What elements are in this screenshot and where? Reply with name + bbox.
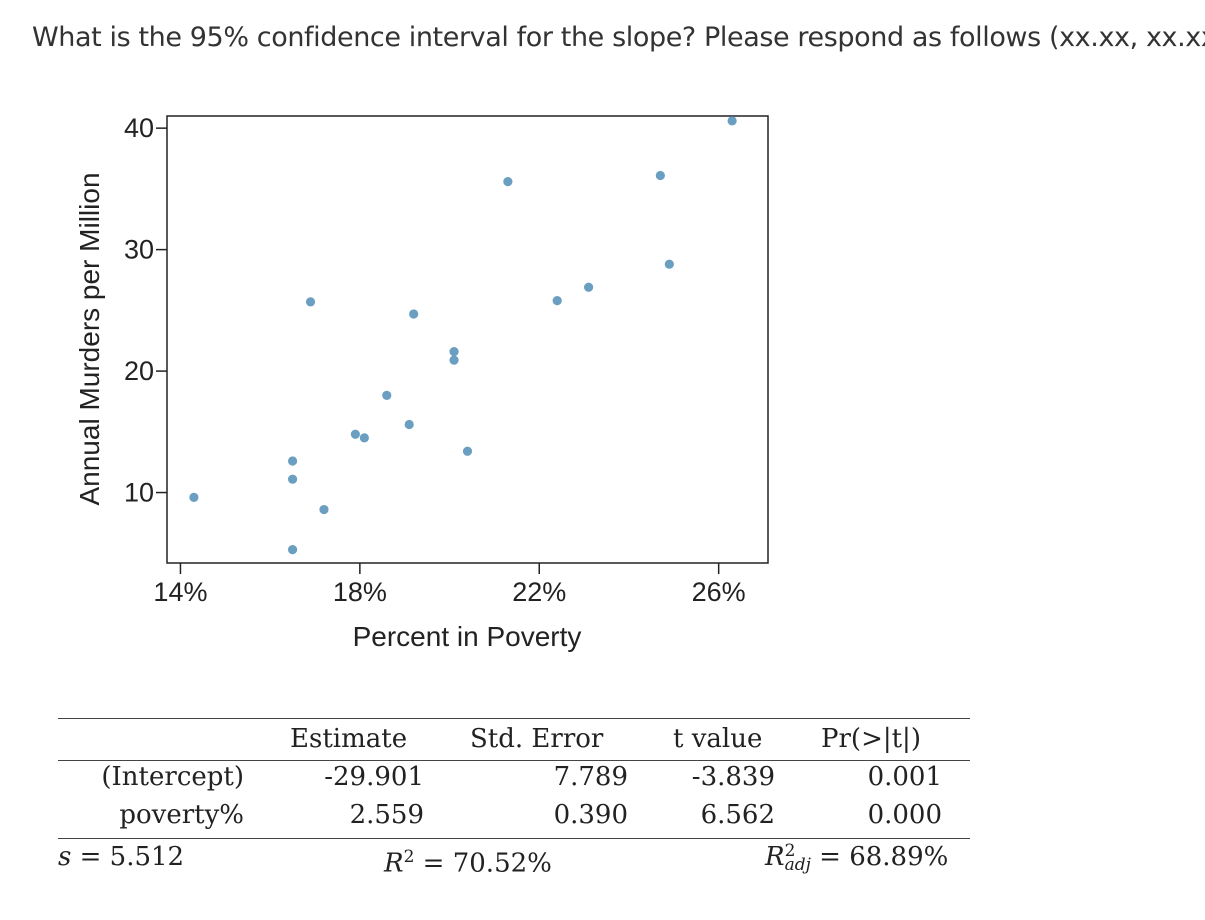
cell-p-value: 0.001 [867, 762, 942, 792]
y-tick-label: 30 [124, 235, 154, 265]
data-point [462, 446, 473, 456]
x-tick-label: 18% [333, 577, 387, 607]
data-point [727, 116, 737, 126]
r2adj-symbol: R [765, 842, 785, 872]
r2adj-value: = 68.89% [819, 842, 949, 872]
data-point [305, 297, 316, 307]
data-point [404, 419, 414, 430]
residual-se: s = 5.512 [58, 842, 184, 872]
table-bottom-rule [58, 838, 970, 839]
row-label: poverty% [119, 800, 244, 830]
adjusted-r-squared: R 2 adj = 68.89% [765, 841, 949, 875]
r2adj-subscript: adj [784, 855, 811, 875]
data-point [664, 259, 674, 269]
cell-estimate: -29.901 [324, 762, 424, 792]
cell-std-error: 7.789 [553, 762, 628, 792]
table-header-rule [58, 760, 970, 761]
y-tick-label: 10 [124, 478, 154, 508]
r2-superscript: 2 [403, 847, 415, 867]
data-point [319, 504, 329, 515]
data-point [189, 492, 199, 503]
header-std-error: Std. Error [470, 724, 604, 754]
header-estimate: Estimate [290, 724, 408, 754]
data-point [382, 390, 392, 400]
cell-std-error: 0.390 [553, 800, 628, 830]
data-points [189, 116, 737, 555]
row-label: (Intercept) [101, 762, 244, 792]
x-tick-label: 26% [692, 577, 746, 607]
header-p-value: Pr(>|t|) [821, 724, 921, 754]
x-axis: 14% 18% 22% 26% [153, 563, 746, 607]
cell-t-value: -3.839 [691, 762, 775, 792]
y-tick-label: 20 [124, 356, 154, 386]
y-axis: 10 20 30 40 [124, 113, 167, 508]
x-axis-title: Percent in Poverty [353, 621, 582, 652]
r2-symbol: R [384, 848, 404, 879]
data-point [449, 347, 459, 357]
r2-value: = 70.52% [422, 848, 552, 879]
data-point [552, 296, 562, 306]
data-point [503, 176, 513, 187]
table-top-rule [58, 718, 970, 719]
scatter-plot: 10 20 30 40 14% 18% 22% 26% Percent in Poverty… [74, 113, 769, 652]
data-point [409, 309, 419, 319]
data-point [287, 545, 298, 555]
data-point [583, 282, 594, 292]
cell-t-value: 6.562 [700, 800, 775, 830]
cell-p-value: 0.000 [867, 800, 942, 830]
data-point [287, 456, 298, 466]
question-text: What is the 95% confidence interval for … [32, 22, 1205, 53]
y-tick-label: 40 [124, 113, 154, 143]
data-point [287, 474, 298, 484]
plot-frame [166, 115, 769, 564]
cell-estimate: 2.559 [349, 800, 424, 830]
r2adj-superscript: 2 [784, 841, 796, 861]
x-tick-label: 14% [153, 577, 207, 607]
r-squared: R2 = 70.52% [384, 842, 552, 879]
data-point [350, 429, 360, 439]
x-tick-label: 22% [512, 577, 566, 607]
header-t-value: t value [673, 724, 763, 754]
data-point [359, 433, 369, 443]
y-axis-title: Annual Murders per Million [74, 172, 105, 505]
s-symbol: s [58, 842, 72, 872]
data-point [655, 170, 665, 181]
s-value: = 5.512 [79, 842, 185, 872]
data-point [449, 355, 459, 365]
